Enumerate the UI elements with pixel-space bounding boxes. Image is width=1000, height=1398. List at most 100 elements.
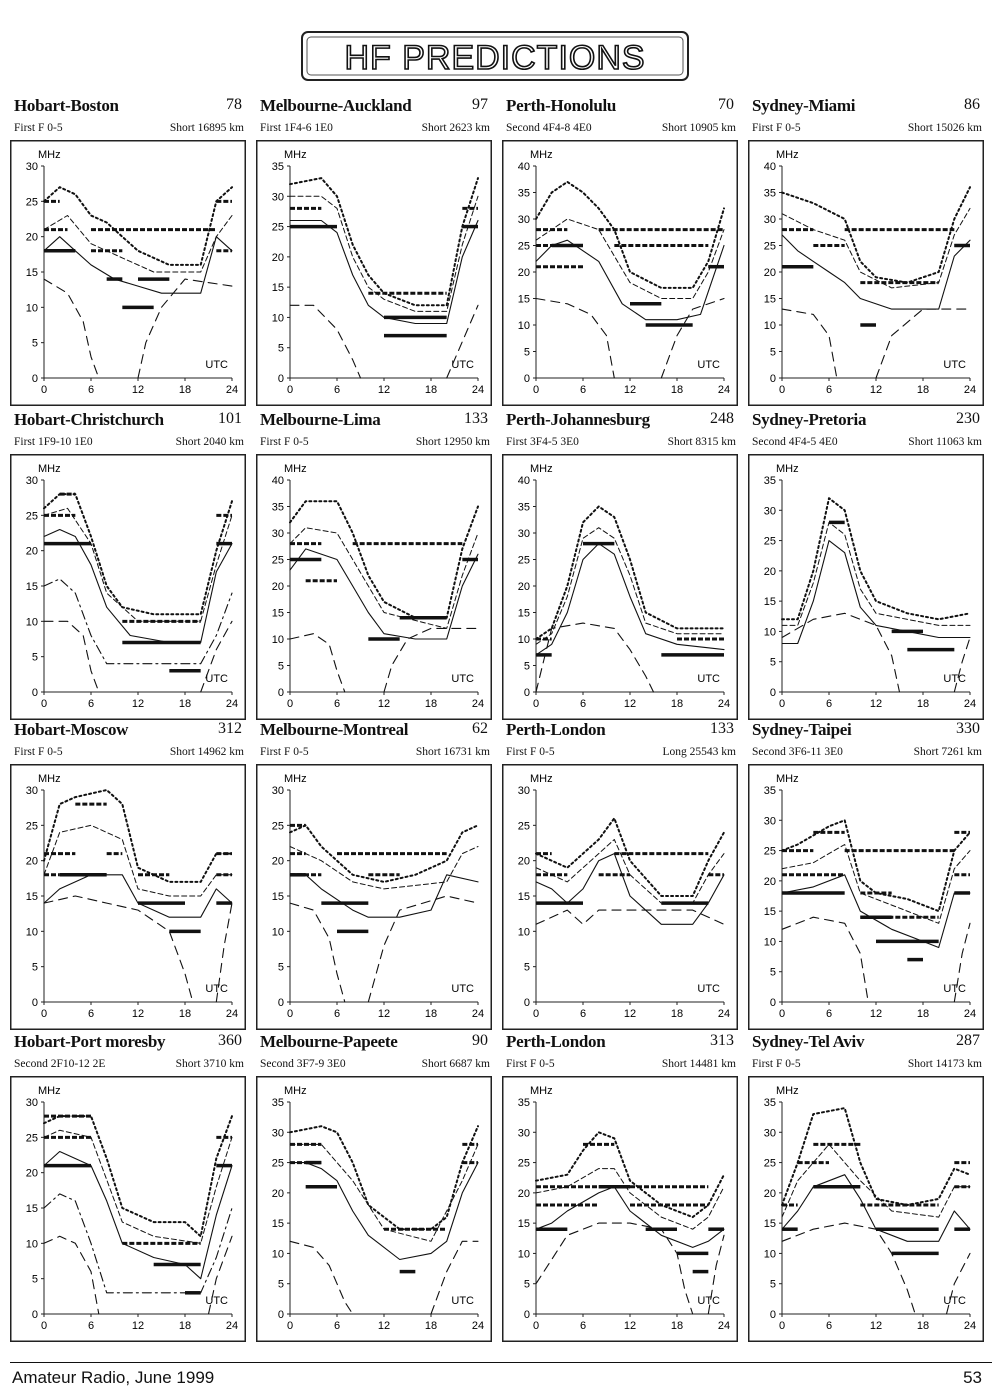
chart-subtitle: First F 0-5 Short 14962 km <box>12 746 244 760</box>
x-tick-label: 18 <box>425 698 437 710</box>
y-unit-label: MHz <box>38 773 61 785</box>
y-tick-label: 30 <box>26 1097 38 1109</box>
propagation-mode: Second 4F4-5 4E0 <box>752 436 838 448</box>
y-unit-label: MHz <box>530 149 553 161</box>
chart-subtitle: First 3F4-5 3E0 Short 8315 km <box>504 436 736 450</box>
series-line-solid <box>781 234 971 310</box>
y-tick-label: 5 <box>32 652 38 664</box>
footer-page-number: 53 <box>963 1368 982 1387</box>
plot-frame <box>10 764 246 1030</box>
chart-header: Perth-Johannesburg 248 <box>504 410 736 434</box>
x-tick-label: 0 <box>779 1320 785 1332</box>
x-tick-label: 0 <box>41 698 47 710</box>
chart-plot: MHz 0 5 10 15 20 25 30 35 40 0 6 12 18 24 UTC <box>502 454 738 720</box>
x-tick-label: 12 <box>378 698 390 710</box>
y-tick-label: 20 <box>518 581 530 593</box>
chart-panel: Perth-Johannesburg 248 First 3F4-5 3E0 Shor… <box>502 410 738 720</box>
chart-number: 360 <box>218 1032 242 1049</box>
y-tick-label: 0 <box>278 997 284 1009</box>
banner-title: HF PREDICTIONS <box>344 39 645 77</box>
series-line-dashdot <box>43 1193 233 1294</box>
propagation-mode: First F 0-5 <box>14 746 63 758</box>
x-tick-label: 12 <box>378 1008 390 1020</box>
y-tick-label: 25 <box>518 241 530 253</box>
chart-number: 312 <box>218 720 242 737</box>
utc-label: UTC <box>697 359 720 371</box>
series-line-dotted <box>43 186 233 266</box>
y-tick-label: 0 <box>770 997 776 1009</box>
y-tick-label: 15 <box>272 608 284 620</box>
x-tick-label: 0 <box>779 384 785 396</box>
y-tick-label: 15 <box>518 608 530 620</box>
chart-panel: Melbourne-Papeete 90 Second 3F7-9 3E0 Short… <box>256 1032 492 1342</box>
x-tick-label: 6 <box>334 1320 340 1332</box>
x-tick-label: 12 <box>624 384 636 396</box>
y-tick-label: 5 <box>32 1274 38 1286</box>
y-tick-label: 10 <box>26 1238 38 1250</box>
footer-publication: Amateur Radio, June 1999 <box>12 1368 215 1387</box>
y-tick-label: 10 <box>272 1248 284 1260</box>
utc-label: UTC <box>697 983 720 995</box>
x-tick-label: 18 <box>179 384 191 396</box>
series-line-dashed <box>383 627 479 693</box>
utc-label: UTC <box>451 983 474 995</box>
x-tick-label: 6 <box>88 698 94 710</box>
y-tick-label: 40 <box>518 475 530 487</box>
y-tick-label: 35 <box>764 1097 776 1109</box>
y-tick-label: 5 <box>278 661 284 673</box>
y-tick-label: 15 <box>518 294 530 306</box>
y-tick-label: 15 <box>26 1203 38 1215</box>
y-tick-label: 25 <box>272 222 284 234</box>
chart-subtitle: First F 0-5 Short 16895 km <box>12 122 244 136</box>
series-line-dashed <box>535 909 725 925</box>
y-tick-label: 5 <box>524 347 530 359</box>
y-tick-label: 25 <box>26 510 38 522</box>
x-tick-label: 0 <box>533 1008 539 1020</box>
path-distance: Short 8315 km <box>667 436 736 448</box>
series-line-dashed <box>289 1240 354 1315</box>
chart-number: 78 <box>226 96 242 113</box>
propagation-mode: First 1F9-10 1E0 <box>14 436 93 448</box>
y-tick-label: 10 <box>518 634 530 646</box>
utc-label: UTC <box>943 359 966 371</box>
x-tick-label: 12 <box>624 1008 636 1020</box>
chart-title: Hobart-Christchurch <box>14 410 164 429</box>
footer-rule <box>10 1362 992 1363</box>
y-tick-label: 15 <box>26 891 38 903</box>
path-distance: Short 16731 km <box>415 746 490 758</box>
chart-header: Perth-Honolulu 70 <box>504 96 736 120</box>
chart-header: Hobart-Boston 78 <box>12 96 244 120</box>
plot-frame <box>748 454 984 720</box>
y-tick-label: 10 <box>518 320 530 332</box>
y-tick-label: 15 <box>272 282 284 294</box>
path-distance: Short 3710 km <box>175 1058 244 1070</box>
chart-plot: MHz 0 5 10 15 20 25 30 0 6 12 18 24 UTC <box>10 764 246 1030</box>
series-line-solid <box>781 540 971 645</box>
series-line-dashed <box>289 304 362 379</box>
chart-number: 70 <box>718 96 734 113</box>
chart-title: Melbourne-Papeete <box>260 1032 398 1051</box>
x-tick-label: 6 <box>580 1008 586 1020</box>
series-line-dotted <box>289 177 479 307</box>
chart-plot: MHz 0 5 10 15 20 25 30 35 0 6 12 18 24 UTC <box>256 140 492 406</box>
y-unit-label: MHz <box>284 1085 307 1097</box>
series-line-dash-thin <box>781 207 971 289</box>
utc-label: UTC <box>697 1295 720 1307</box>
utc-label: UTC <box>943 673 966 685</box>
chart-subtitle: First F 0-5 Short 14481 km <box>504 1058 736 1072</box>
y-unit-label: MHz <box>776 1085 799 1097</box>
x-tick-label: 24 <box>226 1320 238 1332</box>
series-line-dashed <box>781 916 869 1003</box>
chart-plot: MHz 0 5 10 15 20 25 30 35 0 6 12 18 24 UTC <box>748 1076 984 1342</box>
chart-header: Melbourne-Papeete 90 <box>258 1032 490 1056</box>
x-tick-label: 18 <box>179 1320 191 1332</box>
x-tick-label: 12 <box>132 698 144 710</box>
path-distance: Short 6687 km <box>421 1058 490 1070</box>
x-tick-label: 18 <box>671 384 683 396</box>
y-tick-label: 20 <box>26 232 38 244</box>
chart-header: Hobart-Port moresby 360 <box>12 1032 244 1056</box>
x-tick-label: 24 <box>718 698 730 710</box>
series-line-dash-thin <box>781 1143 971 1218</box>
path-distance: Short 12950 km <box>415 436 490 448</box>
series-line-dashed <box>430 1240 479 1315</box>
